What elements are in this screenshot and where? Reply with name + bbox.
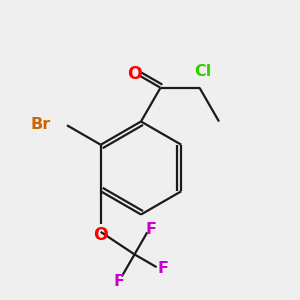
Text: F: F bbox=[157, 261, 168, 276]
Text: Br: Br bbox=[30, 117, 50, 132]
Text: Cl: Cl bbox=[194, 64, 211, 79]
Text: O: O bbox=[127, 65, 142, 83]
Text: O: O bbox=[93, 226, 108, 244]
Text: F: F bbox=[114, 274, 125, 290]
Text: F: F bbox=[146, 222, 156, 237]
